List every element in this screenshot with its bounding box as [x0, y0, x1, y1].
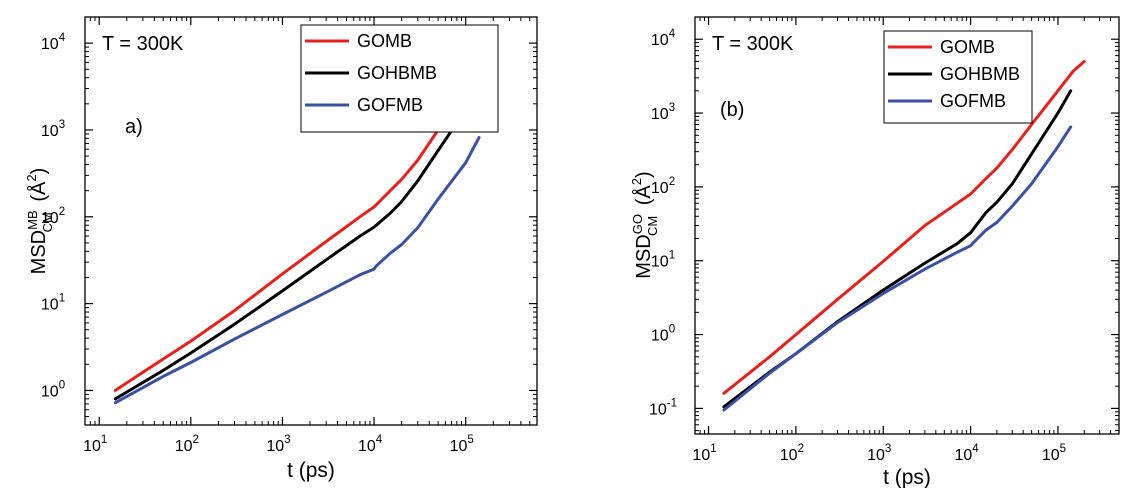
legend-b: GOMB GOHBMB GOFMB	[883, 30, 1033, 124]
legend-label-gofmb: GOFMB	[940, 91, 1006, 111]
y-tick-label: 101	[41, 293, 65, 314]
y-tick-label: 104	[41, 32, 66, 53]
series-line-gomb	[722, 60, 1086, 395]
legend-box-a	[300, 24, 499, 133]
legend-a: GOMB GOHBMB GOFMB	[300, 24, 499, 133]
x-tick-label: 104	[954, 443, 979, 464]
legend-label-gomb: GOMB	[940, 37, 995, 57]
x-tick-label: 103	[266, 434, 290, 455]
x-tick-label: 102	[175, 434, 199, 455]
y-tick-label: 102	[41, 206, 65, 227]
x-tick-label: 101	[692, 443, 716, 464]
x-axis-label-b: t (ps)	[883, 466, 931, 488]
x-tick-label: 103	[867, 443, 891, 464]
annotation-temperature-b: T = 300K	[712, 33, 794, 55]
y-tick-label: 104	[651, 28, 676, 49]
series-lines-b	[722, 60, 1086, 412]
x-axis-label-a: t (ps)	[287, 459, 335, 482]
y-tick-label: 103	[41, 119, 65, 140]
panel-label-b: (b)	[720, 99, 744, 121]
series-line-gofmb	[722, 125, 1073, 412]
y-tick-label: 101	[651, 250, 675, 271]
y-tick-label: 100	[651, 324, 675, 345]
x-tick-label: 105	[450, 434, 474, 455]
x-tick-label: 101	[83, 434, 107, 455]
y-tick-label: 100	[41, 379, 65, 400]
y-axis-label-a: MSDMBCM (Å2)	[24, 168, 55, 275]
y-tick-label: 103	[651, 102, 675, 123]
legend-label-gohbmb: GOHBMB	[940, 64, 1020, 84]
y-tick-label: 10-1	[649, 397, 677, 418]
x-tick-label: 105	[1042, 443, 1066, 464]
legend-label-gohbmb: GOHBMB	[357, 63, 437, 83]
x-tick-label: 102	[780, 443, 804, 464]
y-axis-label-text: MSDMBCM (Å2)	[24, 168, 55, 275]
chart-panel-b: 101 102 103 104 105 10-1 100 101 102 103 104 T = 3…	[629, 16, 1120, 488]
x-tick-label: 104	[358, 434, 383, 455]
series-line-gohbmb	[113, 87, 481, 401]
y-axis-label-text: MSDGOCM (Å2)	[629, 171, 660, 278]
y-axis-label-b: MSDGOCM (Å2)	[629, 171, 660, 278]
y-tick-label: 102	[651, 176, 675, 197]
panel-label-a: a)	[125, 116, 143, 138]
series-line-gofmb	[113, 135, 481, 405]
annotation-temperature-a: T = 300K	[102, 33, 184, 55]
legend-label-gofmb: GOFMB	[357, 95, 423, 115]
axis-ticks-a: 101 102 103 104 105 100 101 102 103 104	[41, 17, 537, 455]
axis-ticks-b: 101 102 103 104 105 10-1 100 101 102 103 104	[649, 17, 1119, 464]
legend-label-gomb: GOMB	[357, 31, 412, 51]
